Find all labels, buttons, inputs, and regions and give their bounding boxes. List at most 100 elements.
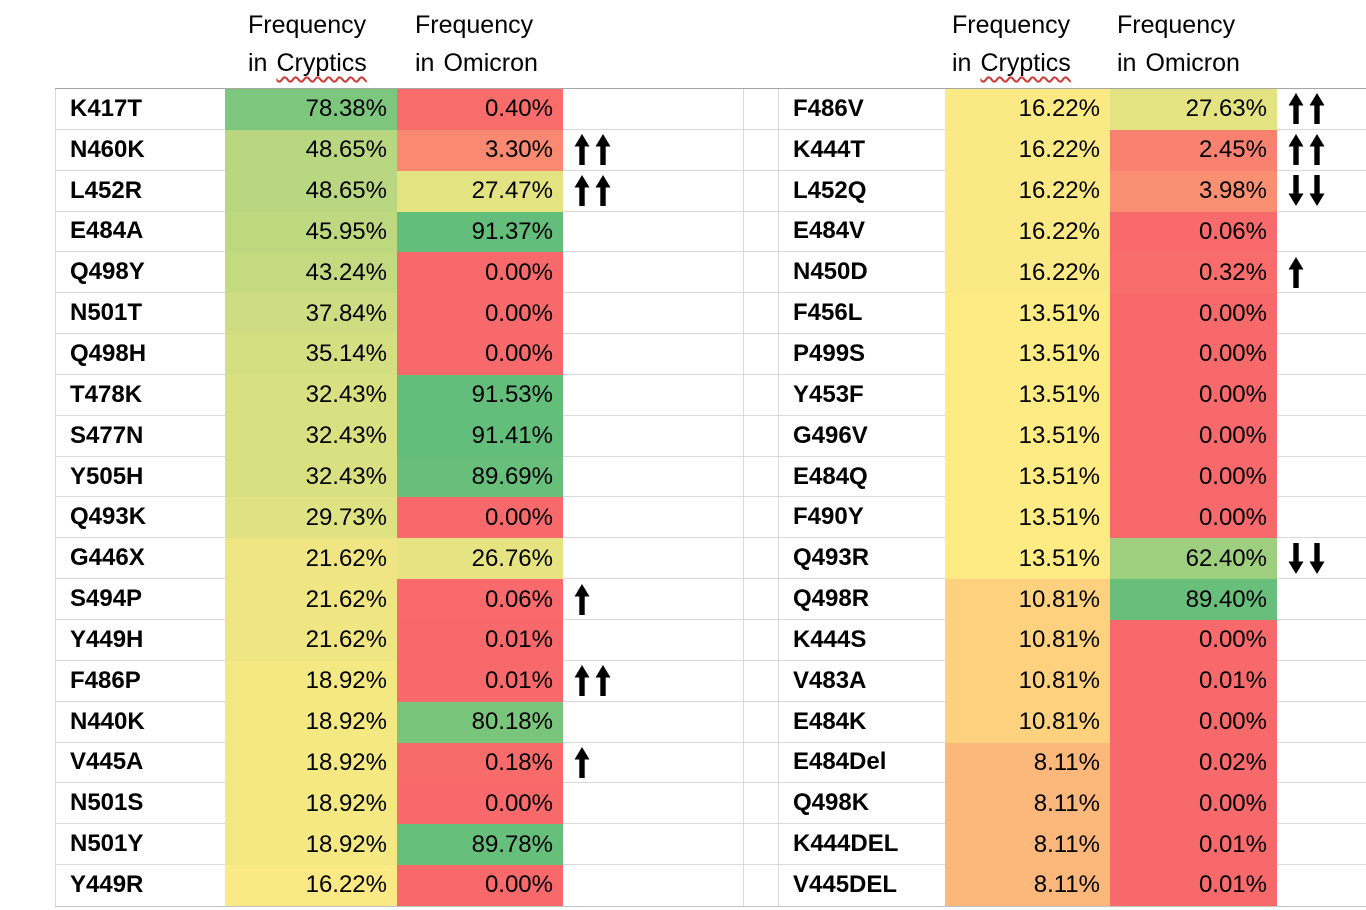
mutation-name-cell[interactable]: G496V	[778, 415, 945, 457]
frequency-omicron-cell[interactable]: 0.06%	[1110, 211, 1277, 253]
mutation-name-cell[interactable]: F486P	[55, 660, 225, 702]
mutation-name-cell[interactable]: V445DEL	[778, 865, 945, 906]
frequency-omicron-cell[interactable]: 91.41%	[397, 415, 563, 457]
frequency-omicron-cell[interactable]: 91.53%	[397, 374, 563, 416]
frequency-omicron-cell[interactable]: 0.00%	[1110, 293, 1277, 335]
frequency-omicron-cell[interactable]: 26.76%	[397, 538, 563, 580]
mutation-name-cell[interactable]: V445A	[55, 742, 225, 784]
frequency-omicron-cell[interactable]: 0.00%	[397, 783, 563, 825]
frequency-omicron-cell[interactable]: 0.01%	[1110, 660, 1277, 702]
frequency-cryptics-cell[interactable]: 13.51%	[945, 334, 1110, 375]
mutation-name-cell[interactable]: P499S	[778, 334, 945, 375]
mutation-name-cell[interactable]: N440K	[55, 701, 225, 743]
mutation-name-cell[interactable]: Y449H	[55, 619, 225, 661]
mutation-name-cell[interactable]: E484K	[778, 701, 945, 743]
frequency-omicron-cell[interactable]: 0.00%	[1110, 415, 1277, 457]
frequency-omicron-cell[interactable]: 3.98%	[1110, 170, 1277, 212]
frequency-cryptics-cell[interactable]: 10.81%	[945, 619, 1110, 661]
frequency-cryptics-cell[interactable]: 10.81%	[945, 660, 1110, 702]
frequency-cryptics-cell[interactable]: 37.84%	[225, 293, 397, 335]
mutation-name-cell[interactable]: N501S	[55, 783, 225, 825]
mutation-name-cell[interactable]: L452Q	[778, 170, 945, 212]
frequency-omicron-cell[interactable]: 0.00%	[1110, 701, 1277, 743]
frequency-omicron-cell[interactable]: 62.40%	[1110, 538, 1277, 580]
frequency-cryptics-cell[interactable]: 43.24%	[225, 252, 397, 294]
frequency-omicron-cell[interactable]: 0.00%	[397, 334, 563, 375]
frequency-cryptics-cell[interactable]: 18.92%	[225, 742, 397, 784]
frequency-cryptics-cell[interactable]: 13.51%	[945, 538, 1110, 580]
frequency-cryptics-cell[interactable]: 10.81%	[945, 701, 1110, 743]
mutation-name-cell[interactable]: K417T	[55, 89, 225, 130]
mutation-name-cell[interactable]: Q493K	[55, 497, 225, 539]
frequency-cryptics-cell[interactable]: 35.14%	[225, 334, 397, 375]
frequency-cryptics-cell[interactable]: 16.22%	[945, 252, 1110, 294]
frequency-cryptics-cell[interactable]: 18.92%	[225, 660, 397, 702]
mutation-name-cell[interactable]: G446X	[55, 538, 225, 580]
frequency-cryptics-cell[interactable]: 13.51%	[945, 293, 1110, 335]
mutation-name-cell[interactable]: L452R	[55, 170, 225, 212]
frequency-omicron-cell[interactable]: 0.00%	[1110, 783, 1277, 825]
frequency-omicron-cell[interactable]: 0.01%	[397, 660, 563, 702]
frequency-omicron-cell[interactable]: 89.78%	[397, 824, 563, 866]
frequency-cryptics-cell[interactable]: 32.43%	[225, 374, 397, 416]
frequency-cryptics-cell[interactable]: 13.51%	[945, 456, 1110, 498]
frequency-omicron-cell[interactable]: 0.32%	[1110, 252, 1277, 294]
frequency-cryptics-cell[interactable]: 8.11%	[945, 783, 1110, 825]
frequency-cryptics-cell[interactable]: 16.22%	[945, 129, 1110, 171]
frequency-cryptics-cell[interactable]: 32.43%	[225, 456, 397, 498]
frequency-cryptics-cell[interactable]: 8.11%	[945, 824, 1110, 866]
frequency-omicron-cell[interactable]: 0.00%	[1110, 334, 1277, 375]
frequency-omicron-cell[interactable]: 2.45%	[1110, 129, 1277, 171]
frequency-cryptics-cell[interactable]: 16.22%	[945, 89, 1110, 130]
frequency-cryptics-cell[interactable]: 10.81%	[945, 579, 1110, 620]
frequency-cryptics-cell[interactable]: 18.92%	[225, 824, 397, 866]
frequency-omicron-cell[interactable]: 27.47%	[397, 170, 563, 212]
mutation-name-cell[interactable]: Q498H	[55, 334, 225, 375]
frequency-omicron-cell[interactable]: 0.00%	[1110, 374, 1277, 416]
mutation-name-cell[interactable]: S494P	[55, 579, 225, 620]
mutation-name-cell[interactable]: N501T	[55, 293, 225, 335]
mutation-name-cell[interactable]: E484Q	[778, 456, 945, 498]
frequency-cryptics-cell[interactable]: 21.62%	[225, 619, 397, 661]
frequency-omicron-cell[interactable]: 80.18%	[397, 701, 563, 743]
frequency-omicron-cell[interactable]: 0.01%	[1110, 824, 1277, 866]
frequency-omicron-cell[interactable]: 0.00%	[397, 293, 563, 335]
mutation-name-cell[interactable]: Y453F	[778, 374, 945, 416]
mutation-name-cell[interactable]: V483A	[778, 660, 945, 702]
mutation-name-cell[interactable]: Q498R	[778, 579, 945, 620]
frequency-cryptics-cell[interactable]: 8.11%	[945, 865, 1110, 906]
frequency-omicron-cell[interactable]: 0.00%	[397, 252, 563, 294]
frequency-omicron-cell[interactable]: 91.37%	[397, 211, 563, 253]
mutation-name-cell[interactable]: Y449R	[55, 865, 225, 906]
frequency-cryptics-cell[interactable]: 8.11%	[945, 742, 1110, 784]
frequency-cryptics-cell[interactable]: 13.51%	[945, 497, 1110, 539]
mutation-name-cell[interactable]: Y505H	[55, 456, 225, 498]
frequency-cryptics-cell[interactable]: 48.65%	[225, 170, 397, 212]
frequency-cryptics-cell[interactable]: 16.22%	[945, 170, 1110, 212]
frequency-omicron-cell[interactable]: 0.01%	[397, 619, 563, 661]
frequency-omicron-cell[interactable]: 0.00%	[1110, 497, 1277, 539]
frequency-omicron-cell[interactable]: 3.30%	[397, 129, 563, 171]
frequency-cryptics-cell[interactable]: 45.95%	[225, 211, 397, 253]
frequency-cryptics-cell[interactable]: 78.38%	[225, 89, 397, 130]
mutation-name-cell[interactable]: T478K	[55, 374, 225, 416]
frequency-omicron-cell[interactable]: 89.40%	[1110, 579, 1277, 620]
mutation-name-cell[interactable]: N450D	[778, 252, 945, 294]
mutation-name-cell[interactable]: K444S	[778, 619, 945, 661]
frequency-omicron-cell[interactable]: 0.00%	[1110, 456, 1277, 498]
frequency-omicron-cell[interactable]: 0.01%	[1110, 865, 1277, 906]
frequency-cryptics-cell[interactable]: 32.43%	[225, 415, 397, 457]
mutation-name-cell[interactable]: F486V	[778, 89, 945, 130]
frequency-cryptics-cell[interactable]: 16.22%	[225, 865, 397, 906]
frequency-omicron-cell[interactable]: 89.69%	[397, 456, 563, 498]
frequency-cryptics-cell[interactable]: 29.73%	[225, 497, 397, 539]
frequency-omicron-cell[interactable]: 0.18%	[397, 742, 563, 784]
mutation-name-cell[interactable]: E484A	[55, 211, 225, 253]
frequency-cryptics-cell[interactable]: 18.92%	[225, 701, 397, 743]
frequency-cryptics-cell[interactable]: 21.62%	[225, 538, 397, 580]
frequency-omicron-cell[interactable]: 0.00%	[397, 497, 563, 539]
mutation-name-cell[interactable]: E484Del	[778, 742, 945, 784]
frequency-cryptics-cell[interactable]: 13.51%	[945, 415, 1110, 457]
frequency-cryptics-cell[interactable]: 16.22%	[945, 211, 1110, 253]
frequency-omicron-cell[interactable]: 0.02%	[1110, 742, 1277, 784]
